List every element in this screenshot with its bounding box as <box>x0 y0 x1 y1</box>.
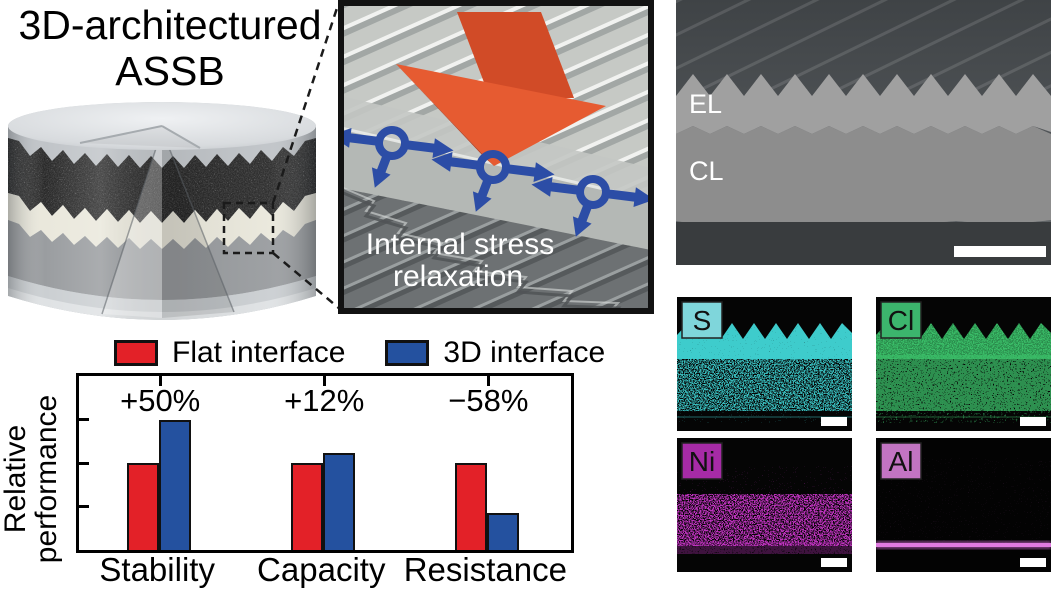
legend-swatch-flat <box>114 340 158 366</box>
sem-image: EL CL <box>676 0 1051 265</box>
bar-stability-flat <box>127 463 160 550</box>
eds-cl-label-box <box>880 301 922 339</box>
inset-step-highlight <box>340 186 621 310</box>
bar-stability-3d <box>159 419 192 550</box>
bar-chart-plot-area: +50% +12% −58% <box>76 373 574 553</box>
stress-arrow-head <box>396 64 606 166</box>
figure-title-line2: ASSB <box>115 48 225 94</box>
y-axis-tick <box>79 418 89 421</box>
battery-schematic <box>8 102 316 320</box>
legend-label-3d: 3D interface <box>443 336 606 369</box>
eds-cl-scale-bar <box>1020 417 1046 426</box>
top-axis-tick <box>158 376 162 386</box>
inset-caption-line1: Internal stress <box>366 228 554 261</box>
bar-resistance-3d <box>487 513 520 550</box>
legend-label-flat: Flat interface <box>172 336 346 369</box>
sem-scale-bar <box>954 246 1046 257</box>
stress-arrow <box>396 12 606 166</box>
x-category-label-stability: Stability <box>99 551 215 588</box>
x-category-label-resistance: Resistance <box>403 551 567 588</box>
bar-resistance-flat <box>455 463 488 550</box>
inset-border <box>338 0 654 314</box>
eds-al-label-box <box>880 442 922 480</box>
eds-cl-label: Cl <box>888 305 914 336</box>
eds-s-scale-bar <box>821 417 847 426</box>
top-axis-tick <box>322 376 326 386</box>
bar-annotation-resistance: −58% <box>448 383 529 418</box>
bar-annotation-capacity: +12% <box>284 383 365 418</box>
sem-label-el: EL <box>689 89 722 119</box>
eds-map-s: S <box>677 297 852 431</box>
inset-step-edge <box>340 190 622 314</box>
top-axis-tick <box>486 376 490 386</box>
inset-caption-line2: relaxation <box>393 260 523 293</box>
x-category-label-capacity: Capacity <box>257 551 386 588</box>
legend-swatch-3d <box>385 340 430 366</box>
stress-relaxation-inset: Internal stress relaxation <box>338 0 654 314</box>
figure-title: 3D-architectured ASSB <box>0 2 340 94</box>
eds-al-line <box>876 543 1051 547</box>
eds-map-ni: Ni <box>677 438 852 572</box>
stress-arrow-fin <box>457 12 574 98</box>
wedge-cut-edges <box>101 129 235 315</box>
top-disc-notch-lines <box>79 125 201 149</box>
eds-s-label-box <box>681 301 723 339</box>
eds-s-label: S <box>693 305 712 336</box>
eds-map-al: Al <box>876 438 1051 572</box>
figure-title-line1: 3D-architectured <box>18 2 322 48</box>
eds-ni-label: Ni <box>689 446 715 477</box>
y-axis-tick <box>79 461 89 465</box>
sem-substrate <box>676 222 1051 265</box>
eds-map-cl: Cl <box>876 297 1051 431</box>
sem-el-band <box>676 74 1051 134</box>
eds-al-scale-bar <box>1020 558 1046 567</box>
eds-ni-scale-bar <box>821 558 847 567</box>
bar-annotation-stability: +50% <box>120 383 201 418</box>
bar-capacity-3d <box>323 452 356 550</box>
battery-side-shading <box>8 102 316 320</box>
eds-ni-label-box <box>681 442 723 480</box>
chart-legend: Flat interface 3D interface <box>114 336 605 370</box>
inset-corrugated-bottom <box>341 188 651 314</box>
bar-capacity-flat <box>291 463 324 550</box>
stress-arrow-underside <box>396 64 494 166</box>
y-axis-label-line1: Relative <box>0 424 32 534</box>
y-axis-tick <box>79 505 89 508</box>
sem-label-cl: CL <box>689 156 724 186</box>
sem-cl-band <box>676 126 1051 225</box>
eds-al-label: Al <box>889 446 914 477</box>
